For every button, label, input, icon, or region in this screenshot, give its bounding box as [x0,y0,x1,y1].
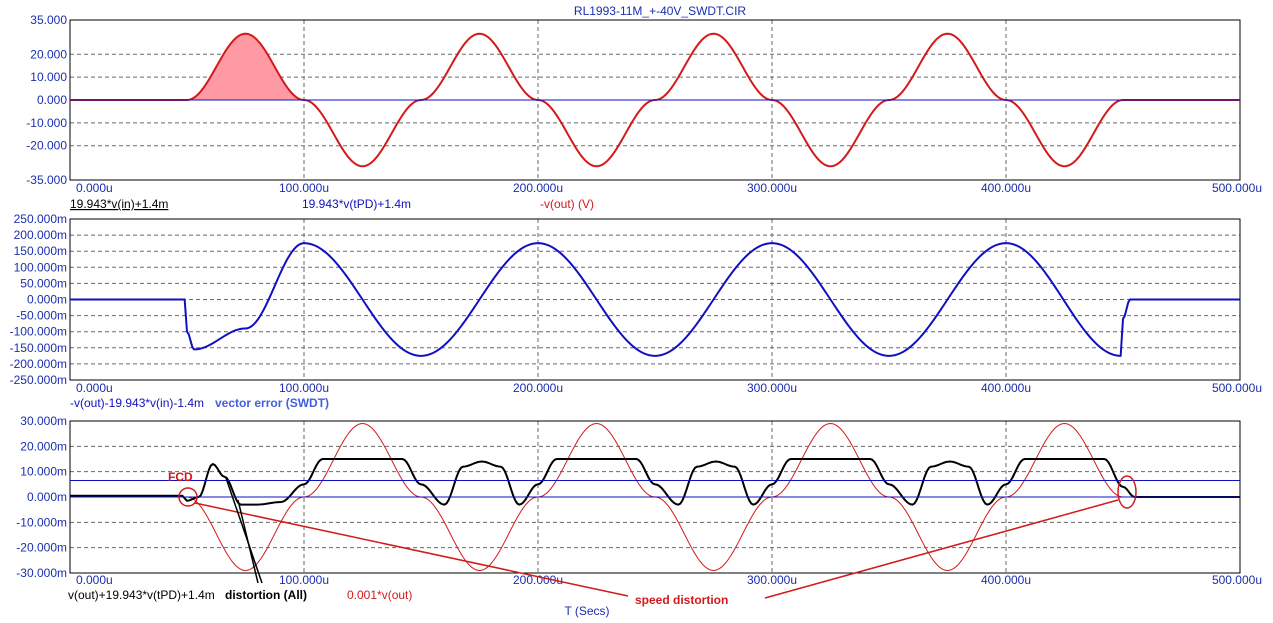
distortion-arrow-1 [225,477,263,584]
y-tick-label: -100.000m [10,325,67,339]
y-tick-label: 50.000m [20,276,67,290]
x-axis-label: T (Secs) [564,604,609,618]
x-tick-label: 0.000u [76,181,113,195]
x-tick-label: 0.000u [76,381,113,395]
x-tick-label: 300.000u [747,573,797,587]
x-tick-label: 200.000u [513,181,563,195]
series-line-1 [70,242,1240,357]
y-tick-label: 20.000m [20,439,67,453]
y-tick-label: -20.000 [26,139,67,153]
y-tick-label: 250.000m [14,212,67,226]
y-tick-label: 0.000 [37,93,67,107]
legend-vout: -v(out) (V) [540,197,594,211]
x-tick-label: 200.000u [513,573,563,587]
y-tick-label: 0.000m [27,293,67,307]
x-tick-label: 400.000u [981,181,1031,195]
chart-title: RL1993-11M_+-40V_SWDT.CIR [574,4,747,18]
y-tick-label: 200.000m [14,228,67,242]
series-line-2 [70,458,1240,506]
speed-arrow-left [194,502,629,597]
distortion-arrow-2 [237,499,259,584]
legend-vtpd: 19.943*v(tPD)+1.4m [302,197,411,211]
annotation-speed-distortion: speed distortion [635,593,728,607]
y-tick-label: -20.000m [16,541,67,555]
y-tick-label: 10.000m [20,465,67,479]
y-tick-label: -200.000m [10,357,67,371]
x-tick-label: 100.000u [279,573,329,587]
y-tick-label: 150.000m [14,244,67,258]
panel-2: 250.000m 200.000m 150.000m 100.000m 50.000m 0… [10,212,1262,395]
y-tick-label: -250.000m [10,373,67,387]
y-tick-label: 0.000m [27,490,67,504]
legend-vin: 19.943*v(in)+1.4m [70,197,168,211]
panel-1: 35.000 20.000 10.000 0.000 -10.000 -20.000 -35… [26,13,1262,195]
speed-arrow-right [764,499,1119,599]
x-tick-label: 500.000u [1212,573,1262,587]
legend-vector-error-expr: -v(out)-19.943*v(in)-1.4m [70,396,204,410]
y-tick-label: 20.000 [30,47,67,61]
y-tick-label: -150.000m [10,341,67,355]
x-tick-label: 300.000u [747,181,797,195]
y-tick-label: 30.000m [20,414,67,428]
x-tick-label: 0.000u [76,573,113,587]
panel-3: 30.000m 20.000m 10.000m 0.000m -10.000m -20.0… [16,414,1262,587]
plots: 35.000 20.000 10.000 0.000 -10.000 -20.000 -35… [10,13,1262,607]
x-tick-label: 200.000u [513,381,563,395]
annotation-fcd: FCD [168,470,193,484]
y-tick-label: 10.000 [30,70,67,84]
y-tick-label: -35.000 [26,173,67,187]
legend-0001-vout: 0.001*v(out) [347,588,412,602]
y-tick-label: 100.000m [14,260,67,274]
y-tick-label: -50.000m [16,309,67,323]
x-tick-label: 400.000u [981,381,1031,395]
x-tick-label: 100.000u [279,381,329,395]
shaded-area [187,33,304,100]
y-tick-label: -30.000m [16,566,67,580]
fcd-circle [178,487,198,507]
x-tick-label: 500.000u [1212,381,1262,395]
end-circle [1117,475,1137,509]
x-tick-label: 100.000u [279,181,329,195]
annotation-vector-error: vector error (SWDT) [215,396,329,410]
y-tick-label: -10.000 [26,116,67,130]
x-tick-label: 300.000u [747,381,797,395]
legend-distortion-expr: v(out)+19.943*v(tPD)+1.4m [68,588,215,602]
annotation-distortion-all: distortion (All) [225,588,307,602]
x-tick-label: 400.000u [981,573,1031,587]
x-tick-label: 500.000u [1212,181,1262,195]
y-tick-label: 35.000 [30,13,67,27]
y-tick-label: -10.000m [16,515,67,529]
